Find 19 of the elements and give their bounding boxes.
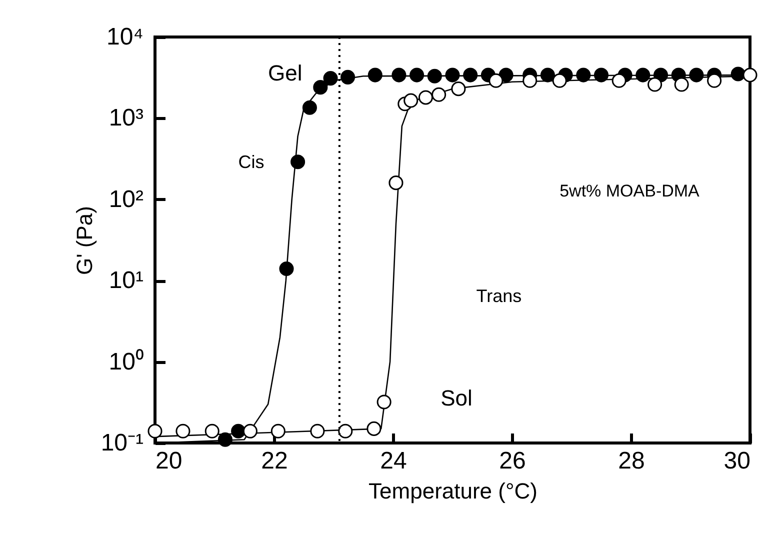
- x-axis-title: Temperature (°C): [368, 478, 538, 504]
- x-tick-label: 20: [156, 448, 182, 474]
- x-tick-label: 22: [261, 448, 288, 474]
- y-tick-label: 10³: [108, 104, 144, 132]
- y-tick-label: 10²: [108, 186, 144, 213]
- x-tick-label: 30: [724, 448, 750, 474]
- y-tick-label: 10¹: [108, 267, 144, 294]
- x-tick-label: 26: [499, 448, 526, 474]
- x-tick-label: 24: [380, 448, 407, 474]
- annotation: Cis: [238, 152, 264, 172]
- annotation: Gel: [268, 60, 302, 86]
- y-tick-label: 10⁰: [108, 348, 144, 376]
- y-tick-label: 10⁻¹: [100, 430, 144, 456]
- x-tick-label: 28: [618, 448, 645, 474]
- annotation: 5wt% MOAB-DMA: [560, 181, 700, 200]
- annotation: Trans: [476, 286, 522, 306]
- y-tick-label: 10⁴: [106, 24, 144, 50]
- y-axis-title: G' (Pa): [72, 206, 97, 275]
- annotation: Sol: [440, 385, 472, 410]
